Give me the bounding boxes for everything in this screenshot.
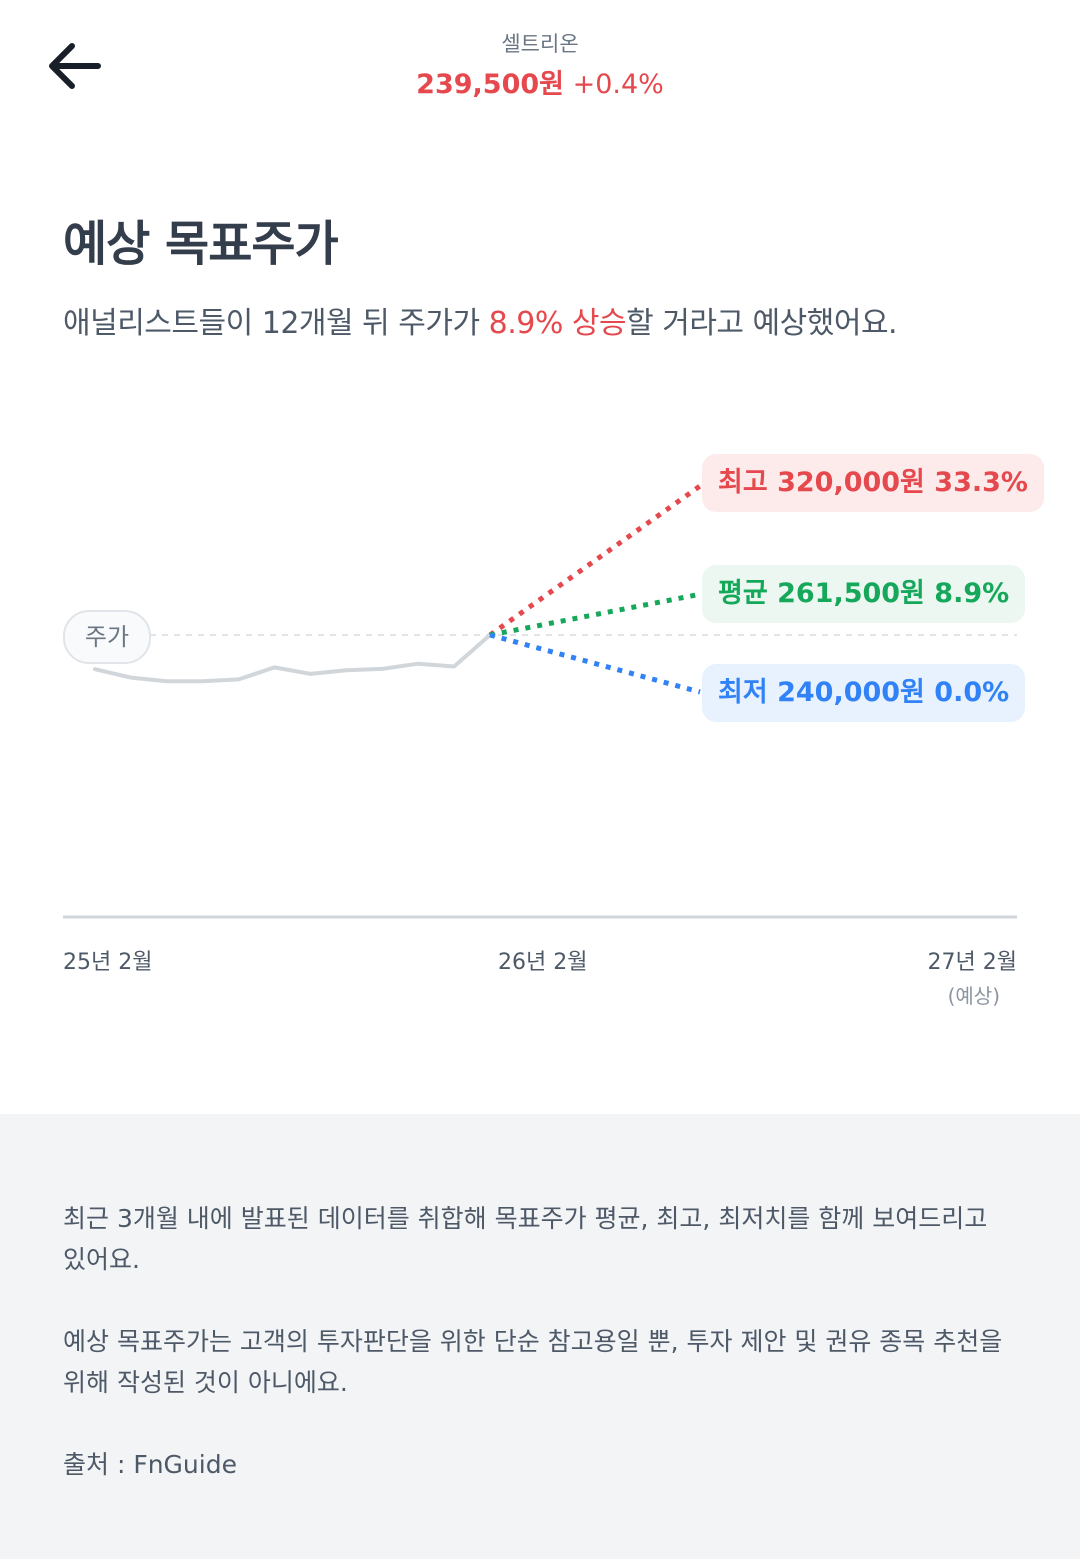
current-price-chip: 주가 [63, 610, 151, 664]
x-label-start: 25년 2월 [63, 950, 153, 975]
summary-suffix: 할 거라고 예상했어요. [626, 306, 898, 341]
stock-name: 셀트리온 [501, 32, 579, 56]
summary-prefix: 애널리스트들이 12개월 뒤 주가가 [63, 306, 489, 341]
disclaimer-text-1: 최근 3개월 내에 발표된 데이터를 취합해 목표주가 평균, 최고, 최저치를… [63, 1204, 988, 1274]
top-bar: 셀트리온 239,500원 +0.4% [0, 0, 1080, 120]
forecast-high-line [488, 483, 702, 638]
summary-text: 애널리스트들이 12개월 뒤 주가가 8.9% 상승할 거라고 예상했어요. [63, 298, 898, 342]
source-text: 출처 : FnGuide [63, 1450, 237, 1479]
disclaimer-text-2: 예상 목표주가는 고객의 투자판단을 위한 단순 참고용일 뿐, 투자 제안 및… [63, 1327, 1003, 1397]
target-price-chart [63, 483, 1017, 919]
x-label-forecast-note: (예상) [947, 984, 1000, 1008]
summary-highlight: 8.9% 상승 [488, 306, 627, 341]
disclaimer-section: 최근 3개월 내에 발표된 데이터를 취합해 목표주가 평균, 최고, 최저치를… [0, 1114, 1080, 1559]
forecast-low-line [489, 632, 701, 695]
arrow-left-icon [49, 43, 101, 89]
price-history-line [93, 633, 492, 684]
target-high-chip: 최고 320,000원 33.3% [702, 454, 1044, 512]
target-avg-chip: 평균 261,500원 8.9% [702, 565, 1026, 623]
stock-price: 239,500원 [416, 69, 564, 100]
price-change: +0.4% [572, 69, 664, 100]
stock-price-line: 239,500원 +0.4% [0, 62, 1080, 101]
target-low-chip: 최저 240,000원 0.0% [702, 664, 1026, 722]
x-label-mid: 26년 2월 [498, 950, 588, 975]
x-label-end: 27년 2월 [927, 950, 1017, 975]
page-title: 예상 목표주가 [63, 216, 339, 272]
back-button[interactable] [44, 34, 108, 98]
